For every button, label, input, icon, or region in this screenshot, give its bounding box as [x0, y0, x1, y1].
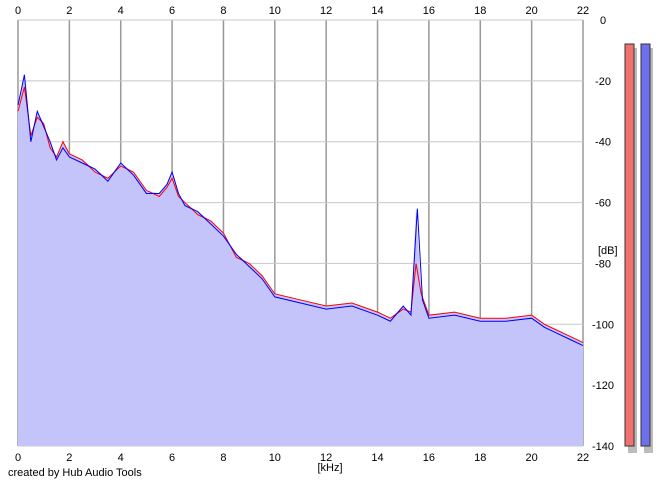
- x-tick-label-top: 20: [526, 5, 538, 17]
- y-tick-label: -60: [595, 198, 611, 210]
- x-tick-label-bottom: 2: [66, 452, 72, 464]
- x-tick-label-top: 8: [220, 5, 226, 17]
- x-tick-label-top: 22: [577, 5, 589, 17]
- x-tick-label-bottom: 12: [320, 452, 332, 464]
- spectrum-fill: [18, 74, 583, 447]
- x-axis-label: [kHz]: [317, 462, 342, 474]
- x-tick-label-bottom: 14: [371, 452, 383, 464]
- y-tick-label: -80: [595, 258, 611, 270]
- y-axis-label: [dB]: [598, 245, 618, 257]
- level-meter: [624, 43, 635, 447]
- x-tick-label-bottom: 0: [15, 452, 21, 464]
- y-tick-label: -40: [595, 137, 611, 149]
- x-tick-label-top: 18: [474, 5, 486, 17]
- x-tick-label-top: 14: [371, 5, 383, 17]
- x-tick-label-top: 10: [269, 5, 281, 17]
- blue-channel-line: [17, 74, 584, 347]
- x-tick-label-top: 4: [118, 5, 124, 17]
- x-tick-label-bottom: 6: [169, 452, 175, 464]
- y-tick-label: -100: [592, 319, 614, 331]
- x-tick-label-top: 6: [169, 5, 175, 17]
- x-tick-label-top: 16: [423, 5, 435, 17]
- x-tick-label-top: 0: [15, 5, 21, 17]
- y-tick-labels: 0 -20 -40 -60 -80 -100 -120 -140: [592, 15, 614, 453]
- level-meter: [640, 43, 651, 447]
- y-tick-label: 0: [600, 15, 606, 27]
- level-meters: [624, 43, 653, 453]
- x-tick-label-bottom: 18: [474, 452, 486, 464]
- x-tick-label-top: 2: [66, 5, 72, 17]
- y-tick-label: -120: [592, 380, 614, 392]
- x-tick-label-bottom: 8: [220, 452, 226, 464]
- x-tick-label-bottom: 20: [526, 452, 538, 464]
- x-tick-label-bottom: 4: [118, 452, 124, 464]
- y-tick-label: -20: [595, 76, 611, 88]
- x-tick-label-bottom: 10: [269, 452, 281, 464]
- x-tick-label-top: 12: [320, 5, 332, 17]
- x-tick-label-bottom: 16: [423, 452, 435, 464]
- x-tick-label-bottom: 22: [577, 452, 589, 464]
- red-channel-line: [17, 86, 584, 343]
- y-tick-label: -140: [592, 441, 614, 453]
- credit-text: created by Hub Audio Tools: [8, 467, 142, 479]
